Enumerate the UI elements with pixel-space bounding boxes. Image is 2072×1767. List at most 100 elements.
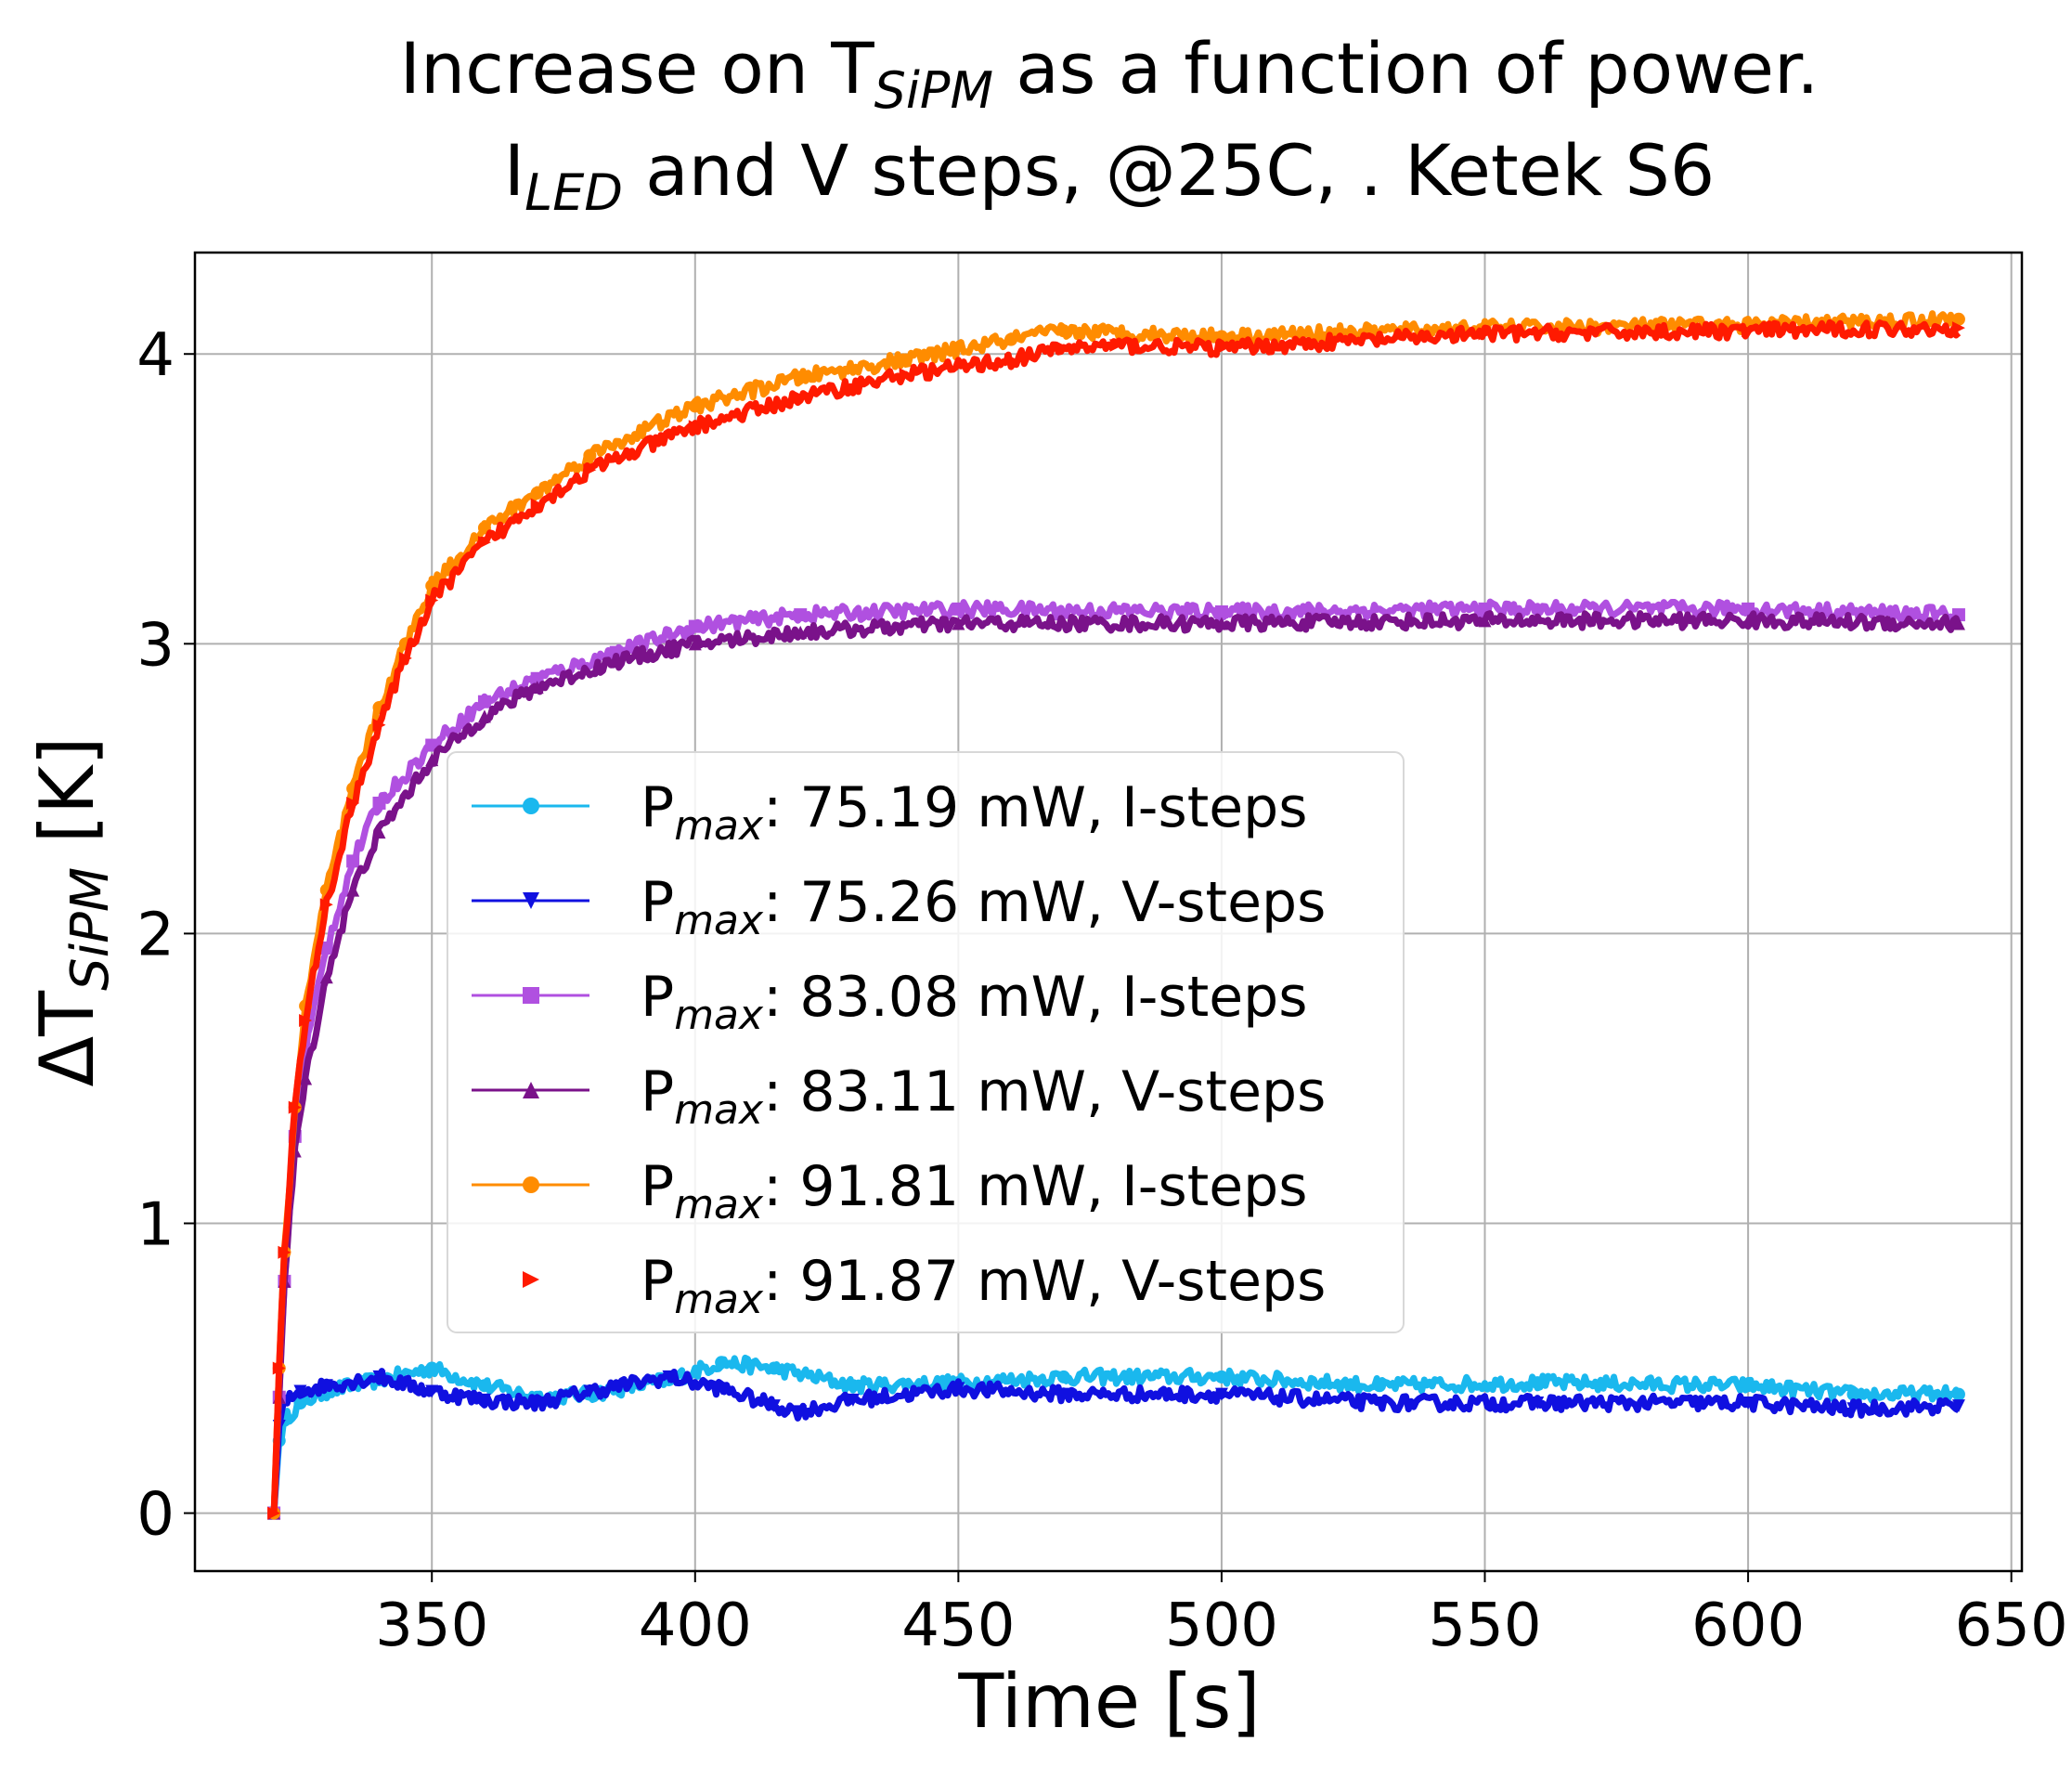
data-point: [1214, 604, 1228, 618]
data-point: [1846, 1402, 1860, 1416]
data-point: [1478, 614, 1492, 628]
data-point: [1531, 1376, 1545, 1390]
legend-marker: [523, 1176, 539, 1193]
data-point: [1531, 1396, 1545, 1410]
series-line: [270, 1354, 1962, 1514]
data-point: [346, 854, 360, 868]
legend-label: Pmax: 91.87 mW, V-steps: [641, 1249, 1326, 1323]
legend-box: [447, 751, 1405, 1333]
plot-frame: [193, 251, 2024, 1573]
data-point: [1951, 617, 1965, 630]
data-point: [372, 796, 386, 810]
legend-label: Pmax: 83.11 mW, V-steps: [641, 1059, 1326, 1134]
series-line: [270, 598, 1962, 1514]
data-point: [1951, 1387, 1965, 1401]
data-point: [278, 1245, 291, 1259]
series-2: [267, 1368, 1965, 1520]
data-point: [715, 1382, 729, 1396]
data-point: [477, 1393, 491, 1407]
data-point: [425, 1361, 439, 1375]
series-6: [267, 318, 1965, 1520]
x-tick-label: 650: [1955, 1592, 2068, 1660]
data-point: [372, 718, 386, 732]
data-point: [899, 368, 913, 382]
data-point: [583, 448, 597, 462]
data-point: [398, 651, 412, 665]
legend-label: Pmax: 91.81 mW, I-steps: [641, 1154, 1308, 1228]
data-point: [1742, 614, 1755, 628]
legend-label: Pmax: 75.19 mW, I-steps: [641, 775, 1308, 850]
data-point: [372, 1370, 386, 1384]
x-tick-label: 400: [639, 1592, 752, 1660]
x-tick-label: 350: [375, 1592, 488, 1660]
data-point: [1004, 332, 1018, 346]
y-tick-label: 2: [136, 901, 175, 969]
data-point: [288, 1100, 302, 1114]
data-point: [319, 898, 333, 912]
data-point: [425, 1384, 439, 1398]
data-point: [477, 1379, 491, 1393]
data-point: [715, 1356, 729, 1370]
data-point: [293, 1384, 307, 1398]
data-point: [1056, 1370, 1070, 1384]
data-point: [530, 681, 544, 695]
data-point: [477, 695, 491, 708]
data-point: [1951, 321, 1965, 335]
data-point: [1004, 353, 1018, 367]
data-point: [794, 1405, 808, 1419]
data-point: [272, 1361, 286, 1375]
data-point: [530, 487, 544, 500]
x-tick-label: 450: [901, 1592, 1015, 1660]
data-point: [952, 1382, 965, 1396]
data-point: [477, 709, 491, 723]
data-point: [1214, 617, 1228, 630]
data-point: [1742, 1396, 1755, 1410]
series-layer: [267, 310, 1965, 1520]
legend-label: Pmax: 75.26 mW, V-steps: [641, 870, 1326, 944]
data-point: [1951, 312, 1965, 326]
data-point: [319, 1379, 333, 1393]
data-point: [688, 399, 702, 413]
data-point: [1109, 338, 1123, 352]
data-point: [794, 625, 808, 639]
data-point: [583, 463, 597, 477]
data-point: [662, 1370, 676, 1384]
data-point: [299, 1014, 313, 1028]
series-1: [267, 1354, 1965, 1520]
data-point: [767, 1399, 781, 1413]
chart-title: Increase on TSiPM as a function of power…: [400, 27, 1819, 222]
data-point: [899, 353, 913, 367]
data-point: [794, 608, 808, 622]
data-point: [688, 420, 702, 434]
series-line: [270, 310, 1962, 1514]
data-point: [688, 619, 702, 633]
data-point: [319, 970, 333, 984]
data-point: [1478, 327, 1492, 341]
data-point: [425, 593, 439, 607]
data-point: [293, 1396, 307, 1410]
legend-item: Pmax: 83.11 mW, V-steps: [472, 1059, 1326, 1134]
data-point: [530, 1396, 544, 1410]
title-line-1: Increase on TSiPM as a function of power…: [400, 27, 1819, 120]
y-tick-label: 0: [136, 1481, 175, 1550]
y-tick-label: 1: [136, 1190, 175, 1259]
data-point: [794, 391, 808, 405]
data-point: [952, 602, 965, 616]
data-point: [346, 796, 360, 810]
legend-marker: [523, 1271, 539, 1288]
y-axis-label: ΔTSiPM [K]: [24, 736, 121, 1086]
title-line-2: ILED and V steps, @25C, . Ketek S6: [504, 129, 1716, 222]
y-tick-label: 3: [136, 611, 175, 680]
x-tick-label: 600: [1691, 1592, 1805, 1660]
data-point: [319, 942, 333, 955]
legend-item: Pmax: 75.19 mW, I-steps: [472, 775, 1308, 850]
legend-item: Pmax: 91.81 mW, I-steps: [472, 1154, 1308, 1228]
legend-marker: [523, 798, 539, 814]
data-point: [583, 1384, 597, 1398]
legend-item: Pmax: 75.26 mW, V-steps: [472, 870, 1326, 944]
data-point: [1214, 1387, 1228, 1401]
data-point: [346, 883, 360, 897]
data-point: [846, 1379, 860, 1393]
legend-marker: [523, 1082, 539, 1098]
